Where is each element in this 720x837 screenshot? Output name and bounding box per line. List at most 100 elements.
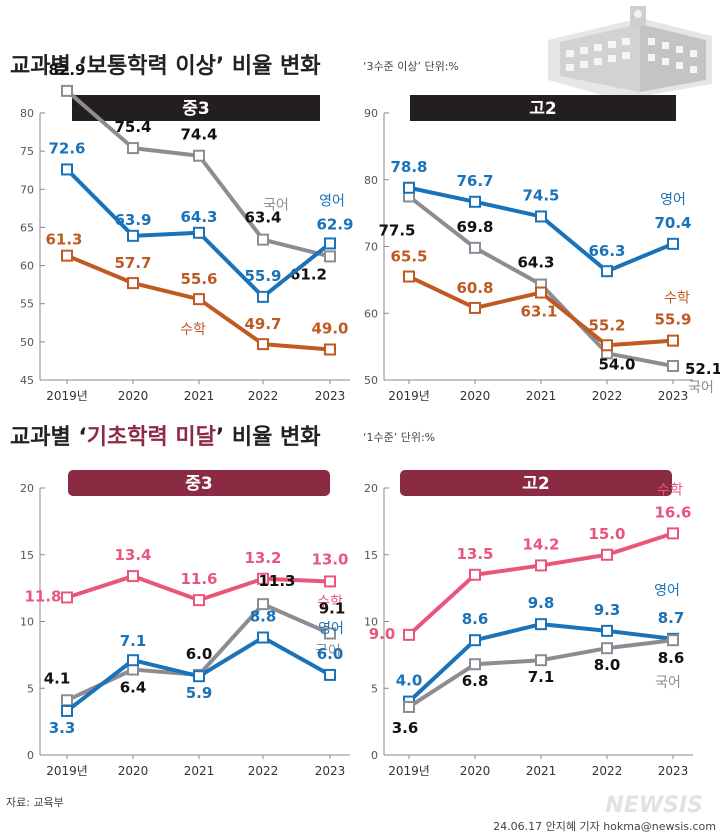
data-point-marker [257,290,269,303]
x-tick-label: 2019년 [46,389,88,403]
data-label: 16.6 [654,503,691,521]
data-label: 72.6 [48,139,85,157]
data-label: 60.8 [456,279,493,297]
banner-background [410,95,676,121]
data-point-marker [403,181,415,194]
data-label: 69.8 [456,218,493,236]
data-point-marker [61,249,73,262]
chart-banner: 중3 [72,95,320,121]
chart-banner: 중3 [68,470,330,496]
series-name-tag: 영어 [318,621,344,637]
chart-banner: 고2 [410,95,676,121]
y-tick-label: 15 [364,549,378,562]
banner-label: 고2 [522,474,549,494]
data-point-marker [61,84,73,97]
data-label: 57.7 [114,254,151,272]
data-label: 49.0 [311,319,348,337]
data-label: 3.6 [392,719,419,737]
data-point-marker [257,598,269,611]
data-point-marker [667,237,679,250]
data-point-marker [127,654,139,667]
data-label: 7.1 [120,632,147,650]
data-label: 8.6 [658,649,685,667]
data-point-marker [469,195,481,208]
data-label: 63.4 [244,209,281,227]
data-label: 64.3 [180,208,217,226]
data-point-marker [324,250,336,263]
data-label: 14.2 [522,535,559,553]
data-label: 55.9 [244,267,281,285]
data-label: 70.4 [654,214,691,232]
data-point-marker [324,575,336,588]
data-point-marker [127,229,139,242]
series-국어: 77.5 69.8 64.3 54.0 52.1 국어 [378,190,720,396]
data-label: 77.5 [378,221,415,239]
data-label: 8.0 [594,656,621,674]
data-point-marker [324,627,336,640]
y-tick-label: 0 [27,749,34,762]
data-point-marker [61,163,73,176]
data-label: 64.3 [517,254,554,272]
data-point-marker [193,226,205,239]
series-수학: 65.5 60.8 63.1 55.2 55.9 수학 [390,248,692,352]
data-point-marker [667,359,679,372]
data-point-marker [127,142,139,155]
newsis-logo: NEWSIS [605,793,703,818]
series-name-tag: 수학 [317,594,343,610]
data-label: 4.0 [396,672,423,690]
data-label: 74.5 [522,186,559,204]
series-영어: 4.0 8.6 9.8 9.3 8.7 영어 [396,583,685,708]
data-label: 6.8 [462,672,489,690]
series-수학: 11.8 13.4 11.6 13.2 13.0 수학 [24,546,348,610]
source-note: 자료: 교육부 [6,796,64,809]
x-tick-label: 2023 [658,764,689,778]
data-label: 9.3 [594,601,621,619]
series-name-tag: 수학 [657,482,683,498]
data-point-marker [193,293,205,306]
data-label: 74.4 [180,126,217,144]
y-tick-label: 70 [364,241,378,254]
banner-label: 중3 [185,474,212,494]
data-point-marker [667,334,679,347]
credit-line: 24.06.17 안지혜 기자 hokma@newsis.com [493,820,716,833]
data-label: 13.0 [311,550,348,568]
data-point-marker [601,624,613,637]
y-tick-label: 0 [371,749,378,762]
data-label: 3.3 [49,719,76,737]
data-point-marker [127,570,139,583]
data-label: 4.1 [44,669,71,687]
banner-label: 고2 [529,99,556,119]
data-label: 15.0 [588,525,625,543]
banner-background [400,470,672,496]
data-label: 6.4 [120,679,147,697]
chart-high2-proficient: 고2 50 60 70 80 90 2019년 2020 2021 2022 2023 77.5 69.… [364,95,720,403]
section-2-title: 교과별 ‘기초학력 미달’ 비율 변화 [10,425,321,450]
series-name-tag: 국어 [688,380,714,396]
x-tick-label: 2022 [592,764,623,778]
x-tick-label: 2021 [526,764,557,778]
data-label: 75.4 [114,118,151,136]
data-point-marker [324,668,336,681]
y-tick-label: 10 [20,616,34,629]
data-point-marker [193,594,205,607]
x-tick-label: 2022 [248,389,279,403]
data-point-marker [535,210,547,223]
x-tick-label: 2020 [118,764,149,778]
series-영어: 3.3 7.1 5.9 8.8 6.0 영어 [49,608,344,737]
data-point-marker [257,338,269,351]
y-tick-label: 10 [364,616,378,629]
data-label: 8.7 [658,609,685,627]
data-label: 65.5 [390,248,427,266]
y-tick-label: 60 [20,260,34,273]
y-tick-label: 55 [20,298,34,311]
series-영어: 78.8 76.7 74.5 66.3 70.4 영어 [390,158,692,278]
y-tick-label: 90 [364,107,378,120]
x-tick-label: 2022 [592,389,623,403]
series-영어: 72.6 63.9 64.3 55.9 62.9 영어 [48,139,354,303]
data-point-marker [469,241,481,254]
data-point-marker [601,548,613,561]
data-point-marker [257,631,269,644]
data-point-marker [403,700,415,713]
y-tick-label: 5 [371,682,378,695]
